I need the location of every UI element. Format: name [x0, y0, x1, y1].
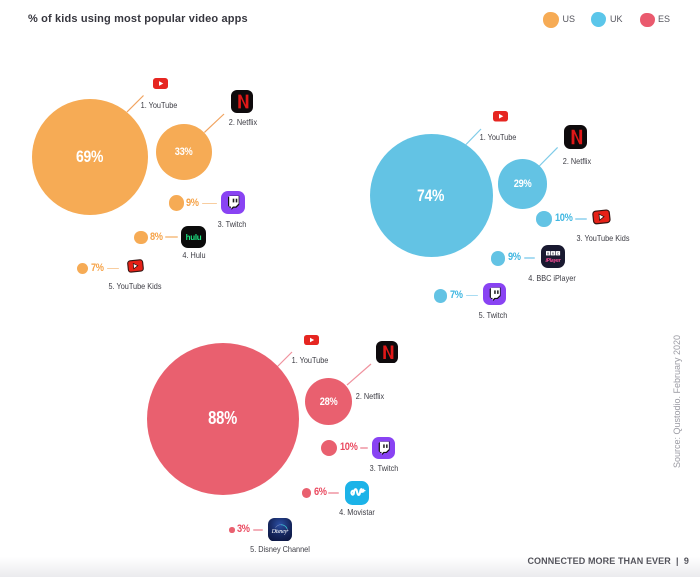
svg-text:C: C	[557, 252, 560, 256]
svg-text:+: +	[286, 528, 289, 533]
svg-text:Disney: Disney	[271, 528, 288, 535]
svg-text:iPlayer: iPlayer	[545, 258, 561, 264]
svg-text:B: B	[552, 252, 555, 256]
svg-text:B: B	[547, 252, 550, 256]
svg-text:hulu: hulu	[186, 232, 202, 241]
